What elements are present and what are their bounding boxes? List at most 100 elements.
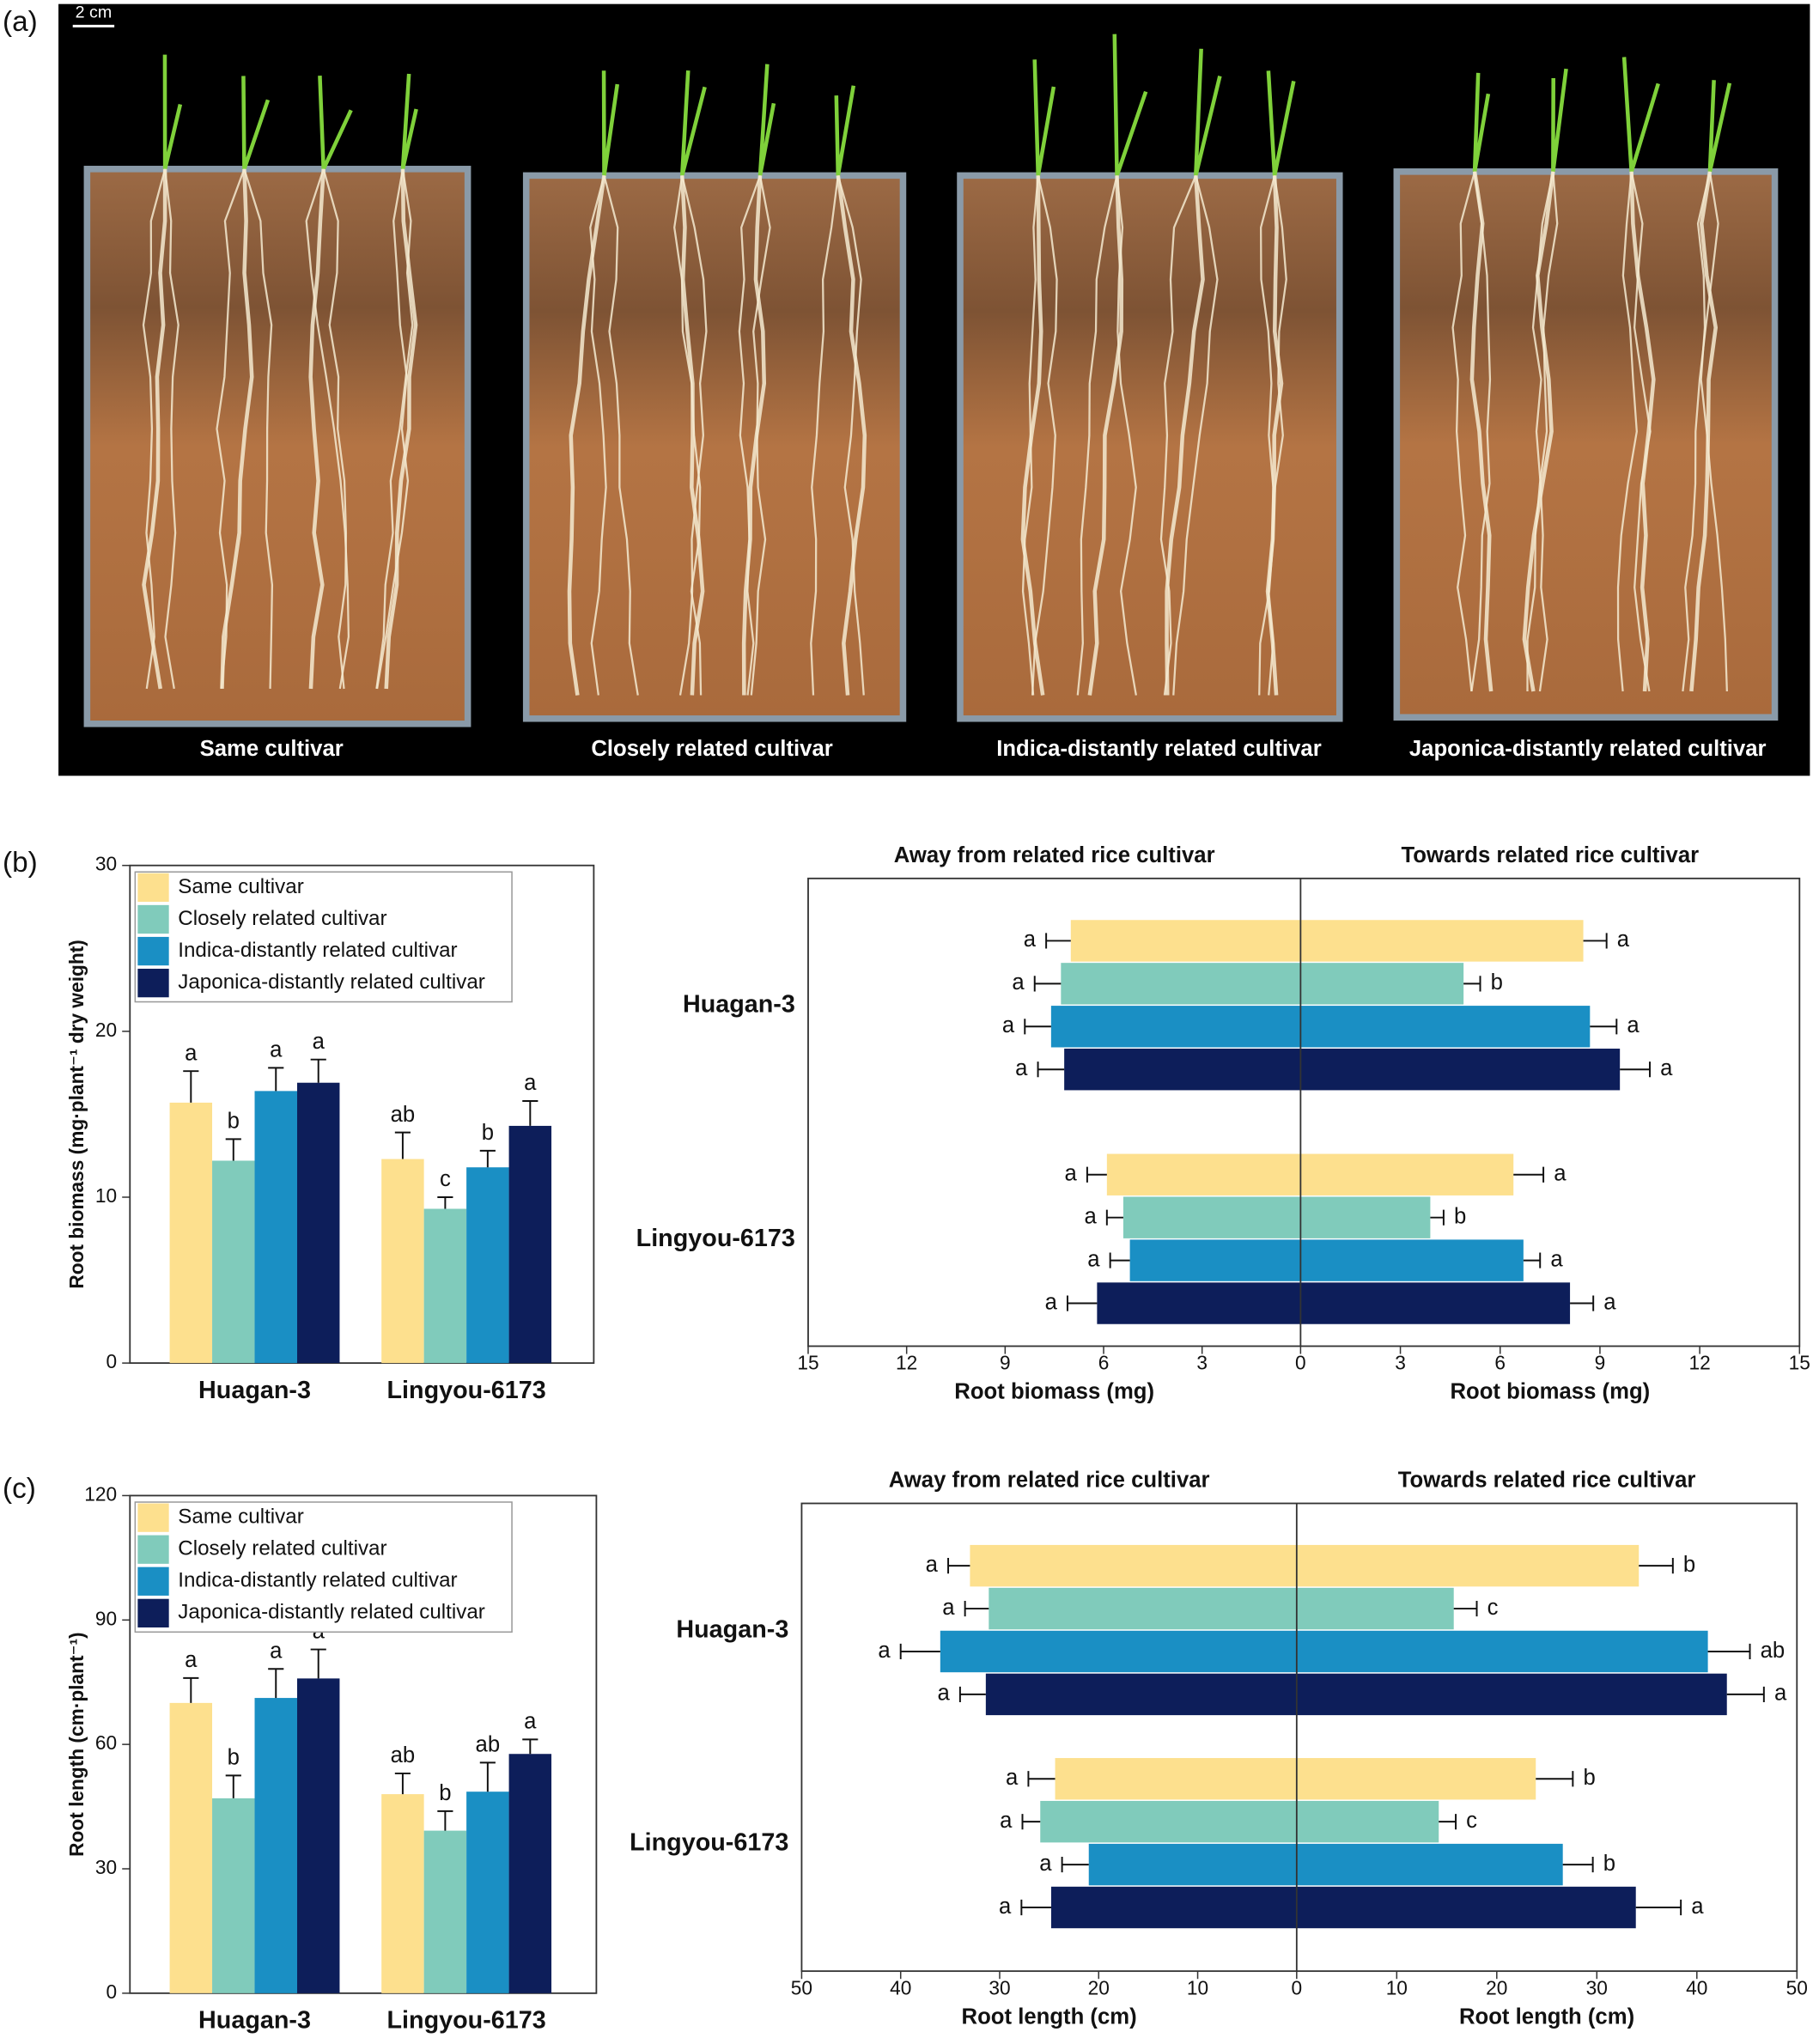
legend-swatch — [137, 1566, 169, 1596]
root — [678, 175, 708, 696]
error-bar — [1639, 1558, 1674, 1574]
root — [322, 168, 348, 690]
bar — [970, 1544, 1297, 1587]
x-tick-label: 9 — [1000, 1352, 1011, 1374]
plant-leaf — [679, 70, 707, 176]
data-label: a — [1039, 1852, 1052, 1876]
x-tick-label: 6 — [1494, 1352, 1506, 1374]
error-bar — [479, 1149, 496, 1168]
panel-label: (b) — [3, 847, 38, 879]
error-bar — [1066, 1295, 1098, 1311]
x-tick-label: 9 — [1595, 1352, 1606, 1374]
bar — [423, 1830, 467, 1993]
legend-swatch — [137, 904, 169, 934]
plant-leaf — [1194, 48, 1222, 176]
photo-caption: Closely related cultivar — [591, 737, 832, 761]
error-bar — [225, 1774, 241, 1798]
root — [1616, 171, 1638, 692]
bar — [1300, 1153, 1514, 1195]
data-label: a — [185, 1648, 198, 1672]
error-bar — [1021, 1814, 1041, 1830]
x-axis-label: Root biomass (mg) — [1450, 1380, 1650, 1404]
error-bar — [268, 1067, 284, 1092]
bar — [1061, 963, 1301, 1005]
bar — [1097, 1282, 1301, 1324]
legend-swatch — [137, 1503, 169, 1532]
legend-swatch — [137, 1598, 169, 1627]
data-label: a — [1006, 1766, 1019, 1790]
x-tick-label: 15 — [1789, 1352, 1810, 1374]
data-label: b — [1583, 1766, 1595, 1790]
error-bar — [437, 1810, 453, 1831]
error-bar — [522, 1099, 538, 1126]
x-tick-label: 3 — [1395, 1352, 1406, 1374]
x-tick-label: 30 — [989, 1976, 1010, 1998]
error-bar — [1570, 1295, 1595, 1311]
bar — [508, 1754, 552, 1993]
bar — [1296, 1843, 1563, 1886]
bar — [1296, 1544, 1640, 1587]
error-bar — [1045, 933, 1071, 949]
error-bar — [479, 1761, 496, 1792]
data-label: a — [1024, 928, 1037, 952]
data-label: ab — [391, 1103, 416, 1127]
y-tick-label: 0 — [106, 1350, 118, 1372]
x-tick-label: Lingyou-6173 — [387, 2007, 546, 2035]
data-label: a — [1045, 1290, 1058, 1314]
y-tick-label: 30 — [95, 1856, 117, 1878]
error-bar — [1635, 1899, 1682, 1916]
root — [216, 168, 246, 690]
bar — [1070, 920, 1301, 962]
bar — [1088, 1843, 1297, 1886]
plant-leaf — [400, 73, 418, 170]
bar — [1050, 1006, 1301, 1048]
plant-leaf — [241, 76, 271, 170]
error-bar — [947, 1558, 970, 1574]
root — [1265, 175, 1284, 696]
error-bar — [1562, 1857, 1594, 1873]
root — [1470, 171, 1492, 692]
legend-box — [134, 1501, 513, 1633]
bar — [1122, 1196, 1301, 1238]
data-label: a — [1550, 1247, 1563, 1271]
x-tick-label: 50 — [1786, 1976, 1808, 1998]
bar — [212, 1798, 255, 1993]
error-bar — [437, 1195, 453, 1209]
data-label: a — [313, 1030, 325, 1054]
y-tick-label: 60 — [95, 1731, 117, 1754]
bar — [940, 1630, 1297, 1673]
data-label: c — [1487, 1596, 1499, 1620]
bar — [1296, 1587, 1454, 1630]
y-tick-label: 90 — [95, 1607, 117, 1629]
error-bar — [1590, 1019, 1618, 1035]
root — [1469, 171, 1494, 692]
bar — [296, 1082, 340, 1364]
side-title: Towards related rice cultivar — [1398, 1469, 1696, 1493]
root — [1682, 171, 1719, 692]
root — [1630, 171, 1652, 692]
bar — [1300, 963, 1464, 1005]
rhizobox — [957, 172, 1343, 722]
category-label: Lingyou-6173 — [630, 1828, 788, 1856]
axes-frame — [129, 1494, 598, 1994]
data-label: ab — [476, 1733, 501, 1757]
bar — [1040, 1800, 1297, 1843]
root — [375, 168, 414, 690]
legend-label: Japonica-distantly related cultivar — [178, 970, 485, 994]
error-bar — [1453, 1600, 1478, 1617]
legend-box — [134, 871, 513, 1003]
side-title: Towards related rice cultivar — [1402, 843, 1700, 867]
data-label: a — [185, 1041, 198, 1065]
root — [1258, 175, 1287, 696]
error-bar — [1583, 933, 1608, 949]
error-bar — [958, 1686, 986, 1702]
x-tick-label: 12 — [896, 1352, 917, 1374]
legend-swatch — [137, 936, 169, 966]
rhizobox — [83, 166, 471, 727]
bar — [1064, 1049, 1301, 1091]
data-label: a — [1774, 1682, 1787, 1706]
bar — [169, 1102, 213, 1364]
error-bar — [1523, 1252, 1542, 1268]
plant-leaf — [1112, 33, 1148, 177]
bar — [466, 1167, 509, 1364]
